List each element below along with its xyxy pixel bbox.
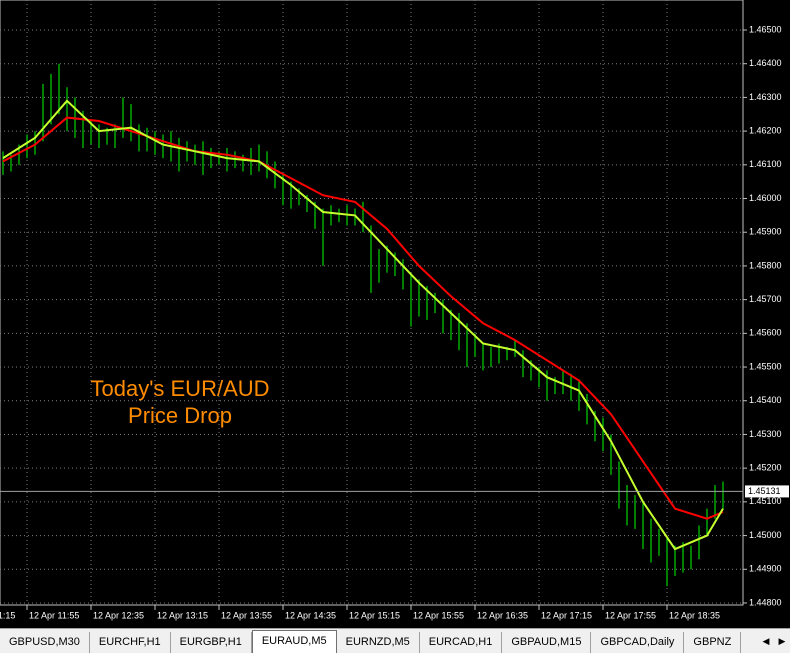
x-tick-label: 12 Apr 14:35	[285, 610, 336, 620]
y-tick-label: 1.45100	[749, 496, 782, 506]
x-tick-label: 12 Apr 17:15	[541, 610, 592, 620]
x-tick-label: 12 Apr 11:15	[0, 610, 15, 620]
x-tick-label: 12 Apr 15:15	[349, 610, 400, 620]
y-tick-label: 1.45000	[749, 530, 782, 540]
y-tick-label: 1.45700	[749, 294, 782, 304]
y-tick-label: 1.46500	[749, 24, 782, 34]
tab[interactable]: GBPUSD,M30	[0, 632, 90, 653]
y-tick-label: 1.45300	[749, 429, 782, 439]
x-tick-label: 12 Apr 16:35	[477, 610, 528, 620]
tab[interactable]: GBPAUD,M15	[502, 632, 592, 653]
last-price-box	[745, 485, 789, 498]
x-tick-label: 12 Apr 17:55	[605, 610, 656, 620]
moving-average	[2, 116, 724, 520]
annotation: Today's EUR/AUD	[90, 376, 269, 401]
y-tick-label: 1.46100	[749, 159, 782, 169]
tab[interactable]: GBPNZ	[684, 632, 742, 653]
moving-average	[2, 99, 724, 551]
tab[interactable]: GBPCAD,Daily	[591, 632, 685, 653]
tab[interactable]: EURNZD,M5	[337, 632, 420, 653]
x-tick-label: 12 Apr 13:55	[221, 610, 272, 620]
scroll-right[interactable]: ▶	[778, 635, 786, 646]
y-tick-label: 1.45800	[749, 260, 782, 270]
y-tick-label: 1.46000	[749, 193, 782, 203]
x-tick-label: 12 Apr 12:35	[93, 610, 144, 620]
y-tick-label: 1.45500	[749, 361, 782, 371]
y-tick-label: 1.45900	[749, 227, 782, 237]
y-tick-label: 1.45400	[749, 395, 782, 405]
tab[interactable]: EURAUD,M5	[251, 630, 337, 653]
tab-scroll[interactable]: ◀ ▶	[758, 629, 790, 653]
y-tick-label: 1.46400	[749, 58, 782, 68]
y-tick-label: 1.45600	[749, 328, 782, 338]
y-tick-label: 1.45200	[749, 463, 782, 473]
tab-bar: GBPUSD,M30 EURCHF,H1 EURGBP,H1 EURAUD,M5…	[0, 628, 790, 653]
chart: Today's EUR/AUD Price Drop 1.46500 1.4640…	[0, 0, 789, 620]
x-tick-label: 12 Apr 13:15	[157, 610, 208, 620]
y-tick-label: 1.44900	[749, 564, 782, 574]
x-tick-label: 12 Apr 15:55	[413, 610, 464, 620]
tab[interactable]: EURGBP,H1	[171, 632, 252, 653]
y-tick-label: 1.46200	[749, 125, 782, 135]
y-tick-label: 1.44800	[749, 597, 782, 607]
tab[interactable]: EURCAD,H1	[420, 632, 503, 653]
scroll-left[interactable]: ◀	[762, 635, 770, 646]
x-tick-label: 12 Apr 11:55	[29, 610, 79, 620]
y-tick-label: 1.46300	[749, 92, 782, 102]
x-tick-label: 12 Apr 18:35	[669, 610, 720, 620]
annotation: Price Drop	[128, 403, 232, 428]
plot-frame	[0, 0, 744, 606]
price-label: 1.45131	[748, 486, 781, 496]
tab[interactable]: EURCHF,H1	[90, 632, 171, 653]
